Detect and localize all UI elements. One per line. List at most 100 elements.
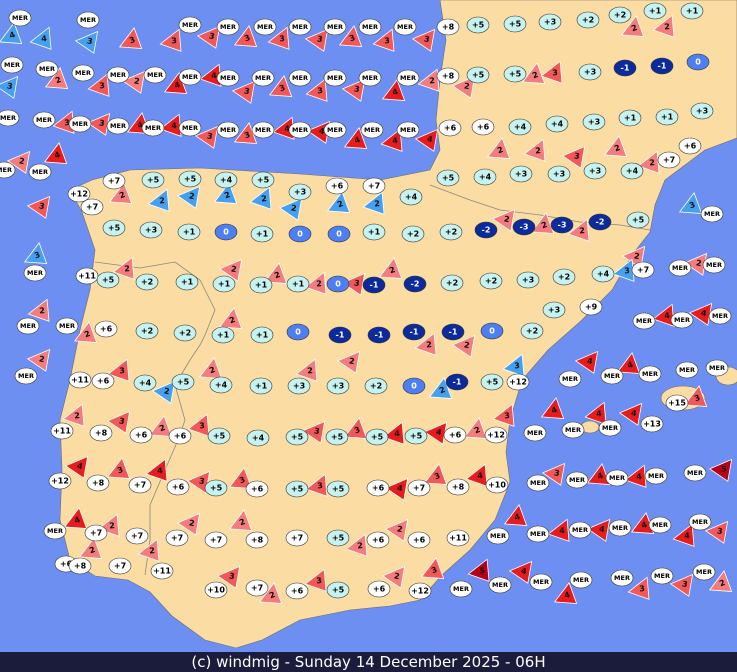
wind-force: 2 (473, 425, 481, 435)
wind-force: 3 (278, 83, 286, 93)
station-label: +3 (589, 167, 601, 176)
wind-triangle (305, 473, 328, 497)
station-label: MER (648, 472, 664, 480)
station-oval (393, 18, 417, 36)
wind-triangle (107, 358, 130, 382)
station-oval (286, 323, 310, 341)
wind-triangle (263, 262, 288, 284)
station-label: +3 (293, 382, 305, 391)
station-oval (509, 165, 533, 183)
station-label: +11 (78, 272, 96, 281)
station-label: +8 (95, 429, 108, 438)
wind-triangle (267, 26, 290, 50)
wind-triangle (341, 78, 366, 102)
wind-triangle (414, 332, 437, 356)
station-oval (618, 109, 642, 127)
wind-force: 2 (149, 546, 155, 555)
wind-arrow: 2 (73, 321, 98, 343)
station-label: MER (4, 61, 20, 69)
station-oval (178, 16, 202, 34)
station-label: +2 (614, 11, 626, 20)
station-oval (0, 161, 16, 179)
wind-force: 4 (41, 34, 48, 43)
wind-triangle (29, 26, 52, 50)
station-label: MER (292, 126, 308, 134)
station-label: +5 (332, 586, 345, 595)
wind-arrow: 2 (258, 582, 283, 604)
wind-arrow: 4 (63, 507, 88, 529)
wind-force: 2 (188, 191, 195, 201)
station-label: +5 (102, 276, 115, 285)
wind-force: 2 (88, 545, 96, 555)
station-label: +8 (442, 72, 455, 81)
wind-force: 2 (118, 190, 126, 200)
station-oval (569, 571, 593, 589)
wind-arrow: 3 (159, 28, 182, 52)
wind-triangle (159, 28, 182, 52)
wind-arrow: 3 (187, 413, 210, 437)
station-label: +5 (108, 224, 121, 233)
wind-force: 2 (438, 385, 446, 395)
wind-force: 3 (716, 526, 723, 536)
station-label: +3 (515, 170, 527, 179)
wind-arrow: 2 (414, 332, 437, 356)
station-label: +3 (522, 276, 534, 285)
station-label: +8 (251, 536, 264, 545)
station-oval (474, 221, 498, 239)
wind-triangle (586, 463, 611, 485)
station-label: MER (692, 518, 708, 526)
station-label: MER (257, 23, 273, 31)
station-label: MER (530, 530, 546, 538)
station-label: +4 (626, 167, 639, 176)
wind-triangle (196, 25, 221, 49)
wind-triangle (233, 25, 258, 47)
station-oval (362, 223, 386, 241)
station-oval (204, 581, 228, 599)
wind-triangle (414, 128, 439, 152)
wind-force: 4 (700, 308, 707, 318)
wind-force: 4 (284, 124, 291, 133)
wind-triangle (380, 128, 403, 152)
wind-force: 3 (316, 576, 322, 585)
station-label: +1 (256, 230, 269, 239)
wind-force: 2 (159, 196, 165, 205)
station-label: +7 (663, 156, 675, 165)
station-label: +2 (526, 327, 538, 336)
wind-triangle (44, 67, 69, 89)
station-oval (471, 118, 495, 136)
station-label: +7 (210, 536, 222, 545)
station-oval (443, 426, 467, 444)
wind-arrow: 2 (378, 257, 403, 279)
wind-arrow: 4 (586, 463, 611, 485)
wind-arrow: 2 (417, 68, 440, 92)
wind-force: 3 (639, 584, 645, 593)
station-oval (550, 216, 574, 234)
wind-force: 3 (198, 476, 205, 486)
station-oval (68, 115, 92, 133)
station-label: MER (145, 124, 161, 132)
station-label: +7 (134, 481, 146, 490)
station-label: MER (59, 322, 75, 330)
wind-arrow: 3 (268, 75, 293, 97)
wind-force: 4 (171, 121, 178, 130)
station-oval (288, 183, 312, 201)
station-label: +1 (686, 7, 699, 16)
wind-arrow: 4 (584, 401, 607, 425)
wind-triangle (372, 28, 395, 52)
wind-arrow: 4 (672, 523, 695, 547)
wind-force: 3 (504, 411, 510, 420)
station-oval (166, 478, 190, 496)
station-label: +7 (171, 534, 183, 543)
wind-force: 2 (230, 264, 237, 274)
wind-force: 3 (353, 425, 361, 435)
wind-arrow: 3 (338, 25, 363, 47)
station-label: +6 (684, 142, 697, 151)
station-oval (613, 59, 637, 77)
wind-triangle (381, 565, 406, 589)
wind-force: 4 (550, 405, 559, 416)
wind-triangle (678, 192, 703, 214)
wind-triangle (278, 197, 303, 221)
wind-arrow: 3 (0, 75, 19, 99)
station-oval (626, 211, 650, 229)
station-oval (488, 576, 512, 594)
